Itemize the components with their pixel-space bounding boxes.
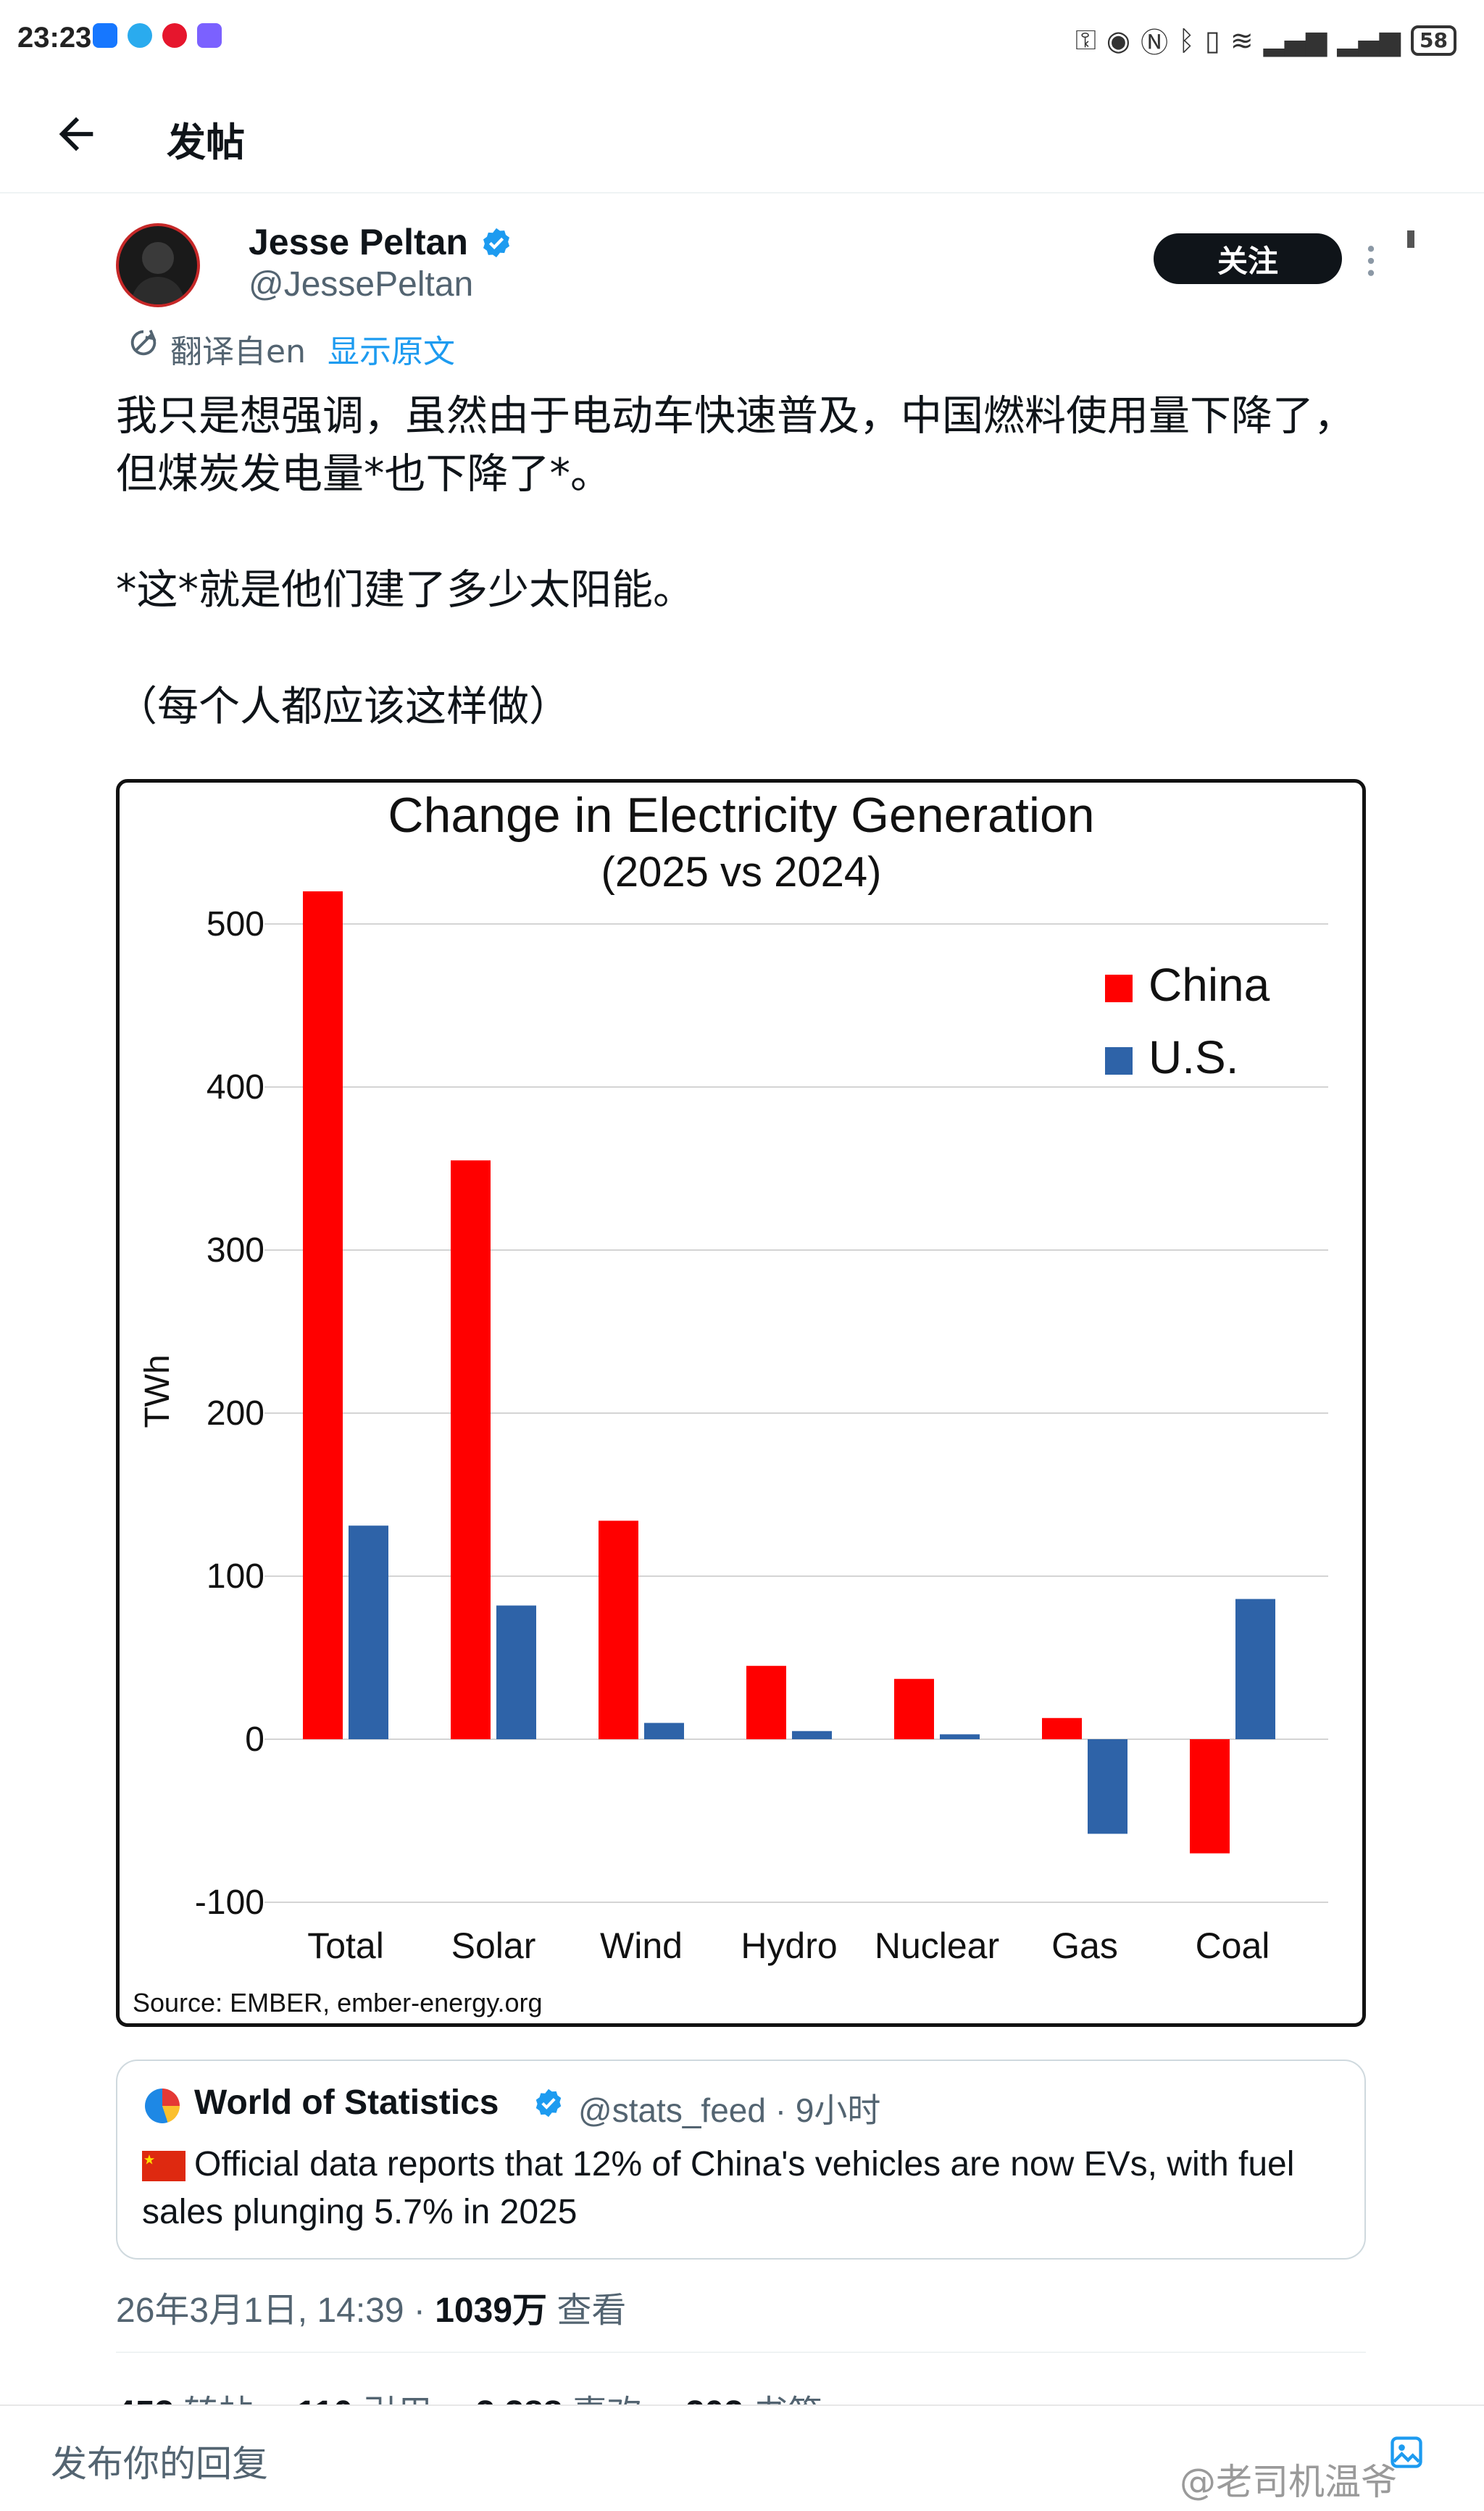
bar-us-wind: [644, 1723, 684, 1739]
weibo-app-icon: [162, 23, 187, 48]
weibo-watermark: @老司机温爷: [1180, 2461, 1397, 2503]
x-tick-label: Nuclear: [875, 1925, 999, 1966]
y-tick-label: 200: [207, 1394, 264, 1433]
image-attach-icon[interactable]: [1388, 2433, 1425, 2471]
reply-bar: 发布你的回复: [0, 2404, 1484, 2511]
y-tick-label: 300: [207, 1231, 264, 1270]
more-options-icon[interactable]: [1364, 243, 1378, 279]
eye-icon: ◉: [1106, 24, 1131, 57]
x-tick-label: Coal: [1196, 1925, 1270, 1966]
views-count: 1039万: [435, 2291, 548, 2330]
signal-2-icon: ▂▄▆: [1337, 24, 1401, 57]
legend-swatch: [1105, 975, 1133, 1002]
quoted-tweet-text: Official data reports that 12% of China'…: [142, 2145, 1295, 2231]
translate-icon: [130, 330, 157, 356]
author-avatar[interactable]: [116, 223, 200, 307]
verified-badge-icon: [483, 228, 510, 258]
tweet-paragraph-1: 我只是想强调，虽然由于电动车快速普及，中国燃料使用量下降了，但煤炭发电量*也下降…: [116, 392, 1355, 498]
bar-us-nuclear: [940, 1734, 980, 1739]
x-tick-label: Total: [307, 1925, 384, 1966]
signal-icon: ▂▄▆: [1263, 24, 1327, 57]
bar-us-gas: [1088, 1739, 1127, 1834]
status-icons: ⚿ ◉ Ⓝ ᛒ ▯ ≋ ▂▄▆ ▂▄▆ 58: [1075, 20, 1456, 60]
x-tick-label: Solar: [451, 1925, 536, 1966]
y-tick-label: 0: [245, 1720, 264, 1759]
chart-image[interactable]: Change in Electricity Generation (2025 v…: [116, 779, 1366, 2027]
bar-us-coal: [1235, 1599, 1275, 1739]
tweet-meta: 26年3月1日, 14:39 · 1039万 查看: [116, 2281, 626, 2332]
top-app-bar: 发帖: [0, 80, 1484, 193]
nfc-icon: Ⓝ: [1141, 27, 1169, 59]
bar-china-solar: [451, 1160, 491, 1739]
china-flag-icon: [142, 2151, 186, 2181]
quoted-author-avatar: [145, 2089, 180, 2123]
x-tick-label: Wind: [600, 1925, 683, 1966]
bar-chart: Change in Electricity Generation (2025 v…: [133, 788, 1328, 2017]
bar-us-solar: [496, 1605, 536, 1739]
chart-subtitle: (2025 vs 2024): [601, 849, 882, 896]
mail-app-icon: [197, 23, 222, 48]
y-tick-label: -100: [195, 1883, 264, 1922]
tweet-paragraph-2: *这*就是他们建了多少太阳能。: [116, 566, 694, 614]
bar-us-hydro: [792, 1731, 832, 1739]
chart-x-ticks: Total Solar Wind Hydro Nuclear Gas Coal: [307, 1925, 1270, 1966]
legend-swatch: [1105, 1047, 1133, 1075]
status-time: 23:23: [17, 22, 92, 54]
y-tick-label: 400: [207, 1068, 264, 1107]
chart-source-note: Source: EMBER, ember-energy.org: [133, 1988, 543, 2017]
views-label: 查看: [547, 2291, 627, 2330]
bluetooth-icon: ᛒ: [1178, 24, 1195, 57]
bar-china-coal: [1190, 1739, 1230, 1854]
chart-title: Change in Electricity Generation: [388, 788, 1094, 843]
x-tick-label: Hydro: [741, 1925, 837, 1966]
quoted-verified-badge-icon: [535, 2089, 562, 2118]
chart-y-axis-label: TWh: [138, 1354, 177, 1428]
tweet-timestamp: 26年3月1日, 14:39 ·: [116, 2291, 435, 2330]
y-tick-label: 100: [207, 1557, 264, 1596]
follow-button[interactable]: 关注: [1154, 233, 1342, 284]
bar-china-hydro: [746, 1665, 786, 1739]
bar-china-nuclear: [894, 1678, 934, 1739]
divider: [116, 2352, 1366, 2353]
quoted-author-name: World of Statistics: [194, 2083, 499, 2122]
chart-bars: [303, 891, 1275, 1854]
chart-y-ticks: 500 400 300 200 100 0 -100: [195, 905, 264, 1922]
status-bar: 23:23 ⚿ ◉ Ⓝ ᛒ ▯ ≋ ▂▄▆ ▂▄▆ 58: [0, 0, 1484, 80]
telegram-app-icon: [128, 23, 152, 48]
avatar-portrait-icon: [130, 242, 186, 304]
bar-china-wind: [599, 1520, 638, 1739]
battery-indicator: 58: [1411, 25, 1456, 56]
show-original-link[interactable]: 显示原文: [328, 333, 455, 370]
back-arrow-icon[interactable]: [51, 109, 101, 159]
author-handle[interactable]: @JessePeltan: [249, 265, 474, 304]
legend-label: China: [1149, 959, 1270, 1011]
legend-label: U.S.: [1149, 1031, 1238, 1083]
bar-china-gas: [1042, 1717, 1082, 1739]
reply-input[interactable]: 发布你的回复: [51, 2443, 268, 2485]
translated-from-label: 翻译自en: [170, 333, 306, 370]
bar-china-total: [303, 891, 343, 1739]
quoted-tweet[interactable]: World of Statistics @stats_feed · 9小时 Of…: [116, 2060, 1366, 2260]
vibrate-icon: ▯: [1204, 24, 1220, 57]
author-name[interactable]: Jesse Peltan: [249, 222, 468, 262]
alipay-app-icon: [93, 23, 117, 48]
wifi-icon: ≋: [1230, 24, 1254, 57]
bar-us-total: [349, 1525, 388, 1739]
scroll-indicator: [1407, 230, 1414, 248]
y-tick-label: 500: [207, 905, 264, 944]
quoted-author-handle: @stats_feed · 9小时: [578, 2091, 881, 2129]
chart-legend: China U.S.: [1105, 959, 1270, 1083]
page-title: 发帖: [167, 120, 245, 165]
x-tick-label: Gas: [1051, 1925, 1118, 1966]
tweet-paragraph-3: （每个人都应该这样做）: [116, 683, 570, 730]
key-icon: ⚿: [1075, 24, 1096, 56]
